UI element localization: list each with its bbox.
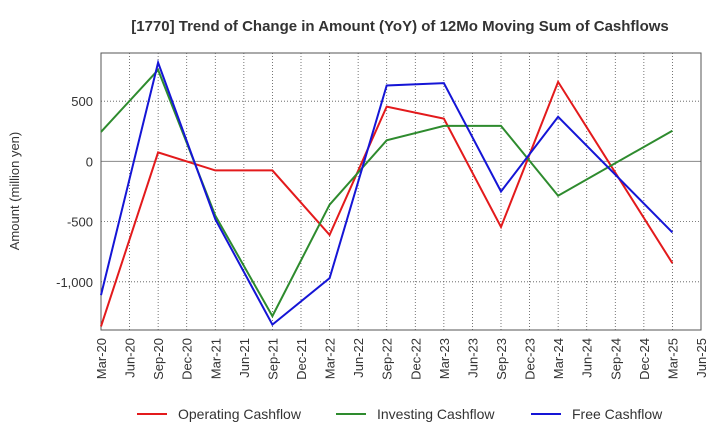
x-tick-label: Sep-24 xyxy=(608,338,623,380)
legend-label: Free Cashflow xyxy=(572,406,663,422)
y-tick-label: -500 xyxy=(67,215,93,230)
legend: Operating Cashflow Investing Cashflow Free… xyxy=(137,406,663,422)
y-axis-label: Amount (million yen) xyxy=(7,132,22,251)
x-tick-label: Mar-21 xyxy=(208,338,223,379)
x-tick-label: Jun-22 xyxy=(351,338,366,378)
x-tick-label: Dec-20 xyxy=(180,338,195,380)
x-tick-label: Mar-23 xyxy=(437,338,452,379)
x-tick-label: Sep-20 xyxy=(151,338,166,380)
x-tick-label: Jun-21 xyxy=(237,338,252,378)
x-tick-label: Jun-24 xyxy=(580,338,595,378)
y-tick-label: 0 xyxy=(86,154,93,169)
series-lines xyxy=(100,59,674,327)
x-tick-label: Mar-24 xyxy=(551,338,566,379)
x-tick-label: Mar-22 xyxy=(323,338,338,379)
x-tick-label: Jun-20 xyxy=(123,338,138,378)
x-tick-label: Sep-23 xyxy=(494,338,509,380)
gridlines xyxy=(100,53,702,330)
chart-title: [1770] Trend of Change in Amount (YoY) o… xyxy=(131,18,669,35)
x-tick-label: Sep-22 xyxy=(380,338,395,380)
x-tick-label: Sep-21 xyxy=(265,338,280,380)
x-tick-label: Mar-25 xyxy=(665,338,680,379)
x-tick-label: Dec-22 xyxy=(408,338,423,380)
y-tick-label: -1,000 xyxy=(56,275,93,290)
series-line xyxy=(100,59,674,327)
y-tick-label: 500 xyxy=(71,94,93,109)
x-tick-labels: Mar-20 Jun-20 Sep-20 Dec-20 Mar-21 Jun-21 Sep-… xyxy=(94,338,709,380)
x-tick-label: Dec-24 xyxy=(637,338,652,380)
legend-label: Operating Cashflow xyxy=(178,406,302,422)
x-tick-label: Dec-23 xyxy=(523,338,538,380)
y-tick-labels: 500 0 -500 -1,000 xyxy=(56,94,93,290)
plot-frame xyxy=(100,52,702,331)
x-tick-label: Dec-21 xyxy=(294,338,309,380)
x-tick-label: Mar-20 xyxy=(94,338,109,379)
x-tick-label: Jun-23 xyxy=(465,338,480,378)
series-line xyxy=(100,79,674,327)
legend-label: Investing Cashflow xyxy=(377,406,495,422)
x-tick-label: Jun-25 xyxy=(694,338,709,378)
